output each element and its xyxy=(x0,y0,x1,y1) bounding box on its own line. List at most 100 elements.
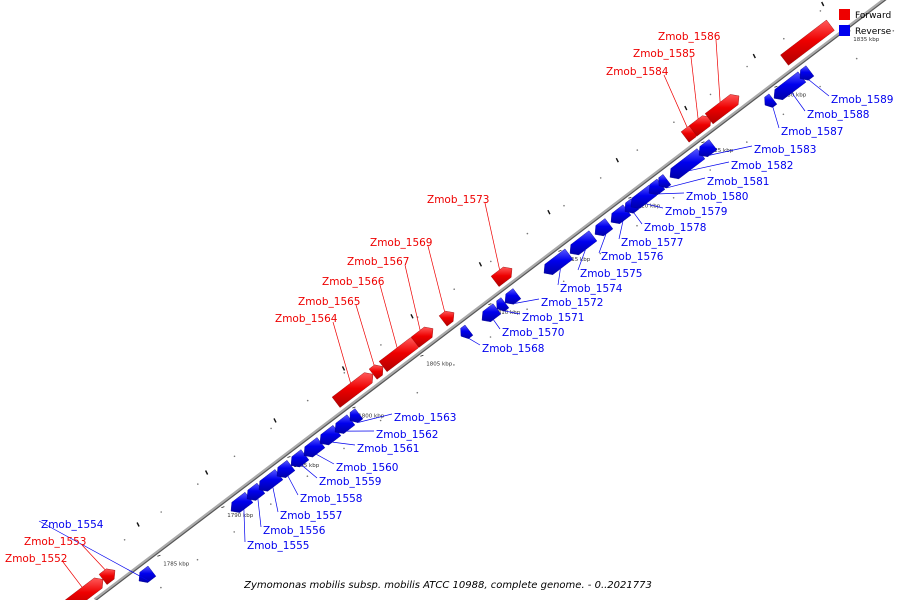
guide-dot xyxy=(160,586,162,589)
guide-dash xyxy=(478,261,483,267)
guide-dot xyxy=(196,558,199,561)
gene-arrow-zmob-1586[interactable] xyxy=(704,94,740,125)
guide-dot xyxy=(709,93,712,96)
gene-arrow-zmob-1585[interactable] xyxy=(688,115,712,137)
guide-dot xyxy=(526,232,529,235)
gene-label[interactable]: Zmob_1569 xyxy=(370,237,432,249)
leader-line xyxy=(62,561,83,588)
gene-label[interactable]: Zmob_1570 xyxy=(502,327,564,339)
gene-label[interactable]: Zmob_1572 xyxy=(541,297,603,309)
tick-mark xyxy=(352,406,356,409)
gene-label[interactable]: Zmob_1573 xyxy=(427,194,489,206)
guide-dot xyxy=(636,149,639,151)
gene-label[interactable]: Zmob_1568 xyxy=(482,343,544,355)
gene-label[interactable]: Zmob_1560 xyxy=(336,462,398,474)
gene-label[interactable]: Zmob_1554 xyxy=(41,519,104,531)
guide-dot xyxy=(819,85,821,88)
gene-arrow-zmob-1568[interactable] xyxy=(460,324,474,339)
gene-label[interactable]: Zmob_1561 xyxy=(357,443,419,455)
leader-line xyxy=(332,321,351,384)
tick-mark xyxy=(157,554,161,557)
gene-label[interactable]: Zmob_1571 xyxy=(522,312,584,324)
gene-label[interactable]: Zmob_1576 xyxy=(601,251,664,263)
gene-label[interactable]: Zmob_1583 xyxy=(754,144,816,156)
gene-label[interactable]: Zmob_1552 xyxy=(5,553,67,565)
guide-dot xyxy=(233,455,236,458)
gene-arrow-zmob-1582[interactable] xyxy=(669,148,706,180)
gene-arrow-zmob-1581[interactable] xyxy=(658,174,672,189)
gene-arrow-zmob-1560[interactable] xyxy=(303,437,326,458)
gene-label[interactable]: Zmob_1567 xyxy=(347,256,409,268)
gene-arrow-zmob-1587[interactable] xyxy=(764,93,778,108)
gene-arrow-zmob-1588[interactable] xyxy=(773,71,807,101)
gene-label[interactable]: Zmob_1587 xyxy=(781,126,843,138)
gene-label[interactable]: Zmob_1555 xyxy=(247,540,309,552)
gene-label[interactable]: Zmob_1581 xyxy=(707,176,769,188)
gene-label[interactable]: Zmob_1584 xyxy=(606,66,669,78)
gene-arrow-zmob-1558[interactable] xyxy=(276,460,296,478)
gene-label[interactable]: Zmob_1562 xyxy=(376,429,438,441)
guide-dot xyxy=(672,197,675,199)
leader-layer xyxy=(38,39,830,588)
gene-label[interactable]: Zmob_1566 xyxy=(322,276,385,288)
gene-arrow-zmob-1575[interactable] xyxy=(569,230,598,256)
leader-line xyxy=(663,74,688,128)
gene-arrow-zmob-1569[interactable] xyxy=(438,310,455,327)
gene-label[interactable]: Zmob_1564 xyxy=(275,313,338,325)
gene-label[interactable]: Zmob_1582 xyxy=(731,160,793,172)
gene-label[interactable]: Zmob_1578 xyxy=(644,222,706,234)
gene-label[interactable]: Zmob_1575 xyxy=(580,268,642,280)
gene-arrow-zmob-1563[interactable] xyxy=(349,408,364,423)
gene-label[interactable]: Zmob_1586 xyxy=(658,31,721,43)
dots-layer xyxy=(123,1,895,589)
gene-arrow-zmob-1573[interactable] xyxy=(490,266,513,287)
gene-label[interactable]: Zmob_1580 xyxy=(686,191,748,203)
guide-dot xyxy=(233,531,235,533)
leader-line xyxy=(358,413,393,423)
gene-label[interactable]: Zmob_1557 xyxy=(280,510,342,522)
guide-dot xyxy=(673,121,675,123)
gene-arrow-zmob-1570[interactable] xyxy=(481,303,502,323)
gene-arrow-zmob-1565[interactable] xyxy=(368,364,384,380)
guide-dash xyxy=(684,105,688,111)
leader-line xyxy=(484,202,500,270)
gene-label[interactable]: Zmob_1588 xyxy=(807,109,869,121)
gene-arrow-zmob-1589[interactable] xyxy=(799,65,815,81)
guide-dot xyxy=(270,427,272,430)
gene-arrow-zmob-1564[interactable] xyxy=(331,372,374,408)
gene-label[interactable]: Zmob_1559 xyxy=(319,476,381,488)
leader-line xyxy=(379,284,398,348)
gene-label[interactable]: Zmob_1565 xyxy=(298,296,360,308)
gene-arrow-zmob-1583[interactable] xyxy=(698,139,718,158)
gene-label[interactable]: Zmob_1589 xyxy=(831,94,893,106)
gene-label[interactable]: Zmob_1577 xyxy=(621,237,683,249)
backbone-line xyxy=(93,0,885,600)
legend-label-forward: Forward xyxy=(855,11,891,21)
gene-arrow-zmob-1552[interactable] xyxy=(64,577,104,600)
guide-dot xyxy=(526,308,528,311)
guide-dot xyxy=(636,224,638,227)
gene-label[interactable]: Zmob_1553 xyxy=(24,536,86,548)
gene-arrow-zmob-1574[interactable] xyxy=(543,248,574,275)
gene-label[interactable]: Zmob_1585 xyxy=(633,48,695,60)
guide-dash xyxy=(615,157,619,163)
gene-arrow-zmob-1572[interactable] xyxy=(504,288,522,305)
gene-arrow-zmob-1571[interactable] xyxy=(496,297,510,312)
gene-label[interactable]: Zmob_1563 xyxy=(394,412,456,424)
leader-line xyxy=(645,203,664,209)
gene-label[interactable]: Zmob_1579 xyxy=(665,206,727,218)
gene-arrow-zmob-1553[interactable] xyxy=(98,568,116,585)
gene-arrow-zmob-1554[interactable] xyxy=(138,565,157,583)
gene-label[interactable]: Zmob_1558 xyxy=(300,493,362,505)
leader-line xyxy=(772,107,780,129)
leader-line xyxy=(709,145,753,156)
gene-arrow-zmob-1567[interactable] xyxy=(410,326,434,348)
gene-arrow-zmob-1559[interactable] xyxy=(290,449,310,468)
gene-label[interactable]: Zmob_1556 xyxy=(263,525,326,537)
gene-arrow-zmob-1576[interactable] xyxy=(594,218,614,237)
guide-dash xyxy=(410,313,414,319)
gene-label[interactable]: Zmob_1574 xyxy=(560,283,623,295)
leader-line xyxy=(332,441,356,446)
gene-arrow-zmob-1580[interactable] xyxy=(648,178,666,196)
gene-arrow-zmob-1556[interactable] xyxy=(246,482,266,501)
